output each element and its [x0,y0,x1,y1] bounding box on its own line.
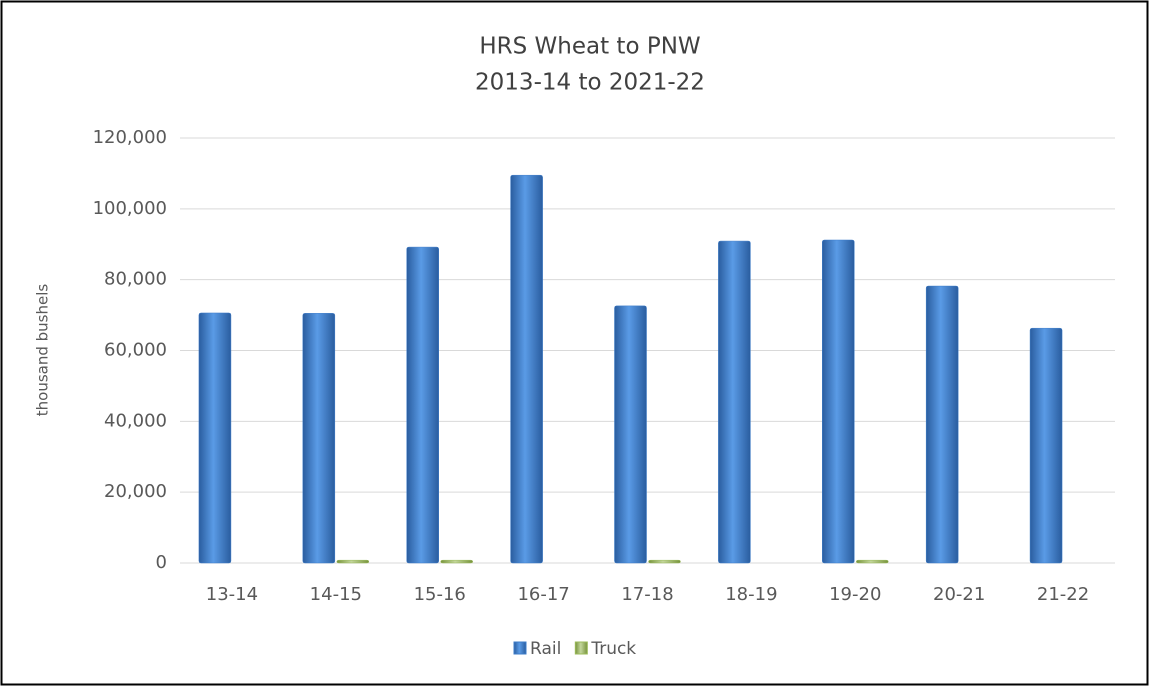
bar [718,240,751,564]
x-tick-label: 19-20 [829,584,881,605]
bar [336,559,370,564]
x-tick-label: 15-16 [414,584,466,605]
bar [406,246,439,564]
chart-subtitle: 2013-14 to 2021-22 [475,70,705,96]
x-tick-label: 18-19 [725,584,777,605]
x-tick-label: 13-14 [206,584,258,605]
legend-label: Truck [590,639,636,659]
bar [822,239,855,564]
bar [302,313,336,564]
x-tick-label: 17-18 [621,584,673,605]
y-tick-label: 0 [156,552,167,573]
y-axis-label: thousand bushels [34,284,52,417]
bar [440,559,473,564]
y-tick-label: 60,000 [104,340,167,361]
y-tick-label: 40,000 [104,410,167,431]
bar [648,559,681,564]
y-tick-label: 20,000 [104,481,167,502]
bar [510,174,543,564]
bar [198,312,232,564]
y-tick-label: 100,000 [93,198,167,219]
chart-title: HRS Wheat to PNW [479,34,700,60]
legend-swatch [513,641,527,655]
y-tick-label: 120,000 [93,127,167,148]
y-tick-label: 80,000 [104,269,167,290]
x-tick-label: 21-22 [1037,584,1089,605]
bar [614,305,647,564]
bar [1029,327,1063,564]
bar [925,285,959,564]
legend-swatch [574,641,588,655]
bar [856,559,889,564]
x-tick-label: 14-15 [310,584,362,605]
legend-label: Rail [530,639,561,659]
x-tick-label: 20-21 [933,584,985,605]
x-tick-label: 16-17 [517,584,569,605]
